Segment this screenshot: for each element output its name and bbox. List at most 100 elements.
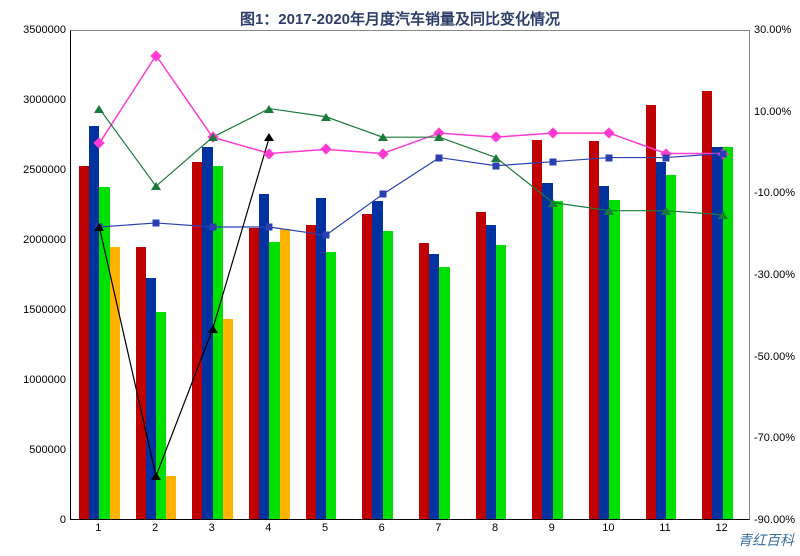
line-marker [663, 154, 670, 161]
y-right-tick-label: -10.00% [754, 187, 795, 199]
line-marker [434, 133, 444, 141]
bar [476, 212, 486, 519]
x-tick-label: 11 [659, 522, 670, 534]
y-right-tick-label: 30.00% [754, 24, 791, 36]
bar [589, 141, 599, 519]
bar [269, 242, 279, 519]
bar [146, 278, 156, 519]
bar [496, 245, 506, 519]
y-right-tick-label: -70.00% [754, 432, 795, 444]
line-marker [604, 127, 615, 138]
bar [316, 198, 326, 519]
y-right-tick-label: -30.00% [754, 269, 795, 281]
line-series [99, 56, 722, 154]
line-marker [209, 224, 216, 231]
line-marker [151, 472, 161, 480]
x-tick-label: 3 [209, 522, 215, 534]
bar [306, 225, 316, 519]
bar [136, 247, 146, 519]
x-tick-label: 4 [265, 522, 271, 534]
bar [249, 228, 259, 519]
y-right-tick-label: -50.00% [754, 351, 795, 363]
bar [110, 247, 120, 519]
line-marker [320, 144, 331, 155]
x-tick-label: 1 [95, 522, 101, 534]
bar [79, 166, 89, 519]
y-left-tick-label: 3000000 [23, 94, 66, 106]
bar [89, 126, 99, 519]
watermark: 青红百科 [738, 530, 794, 550]
y-left-tick-label: 1000000 [23, 374, 66, 386]
line-marker [94, 105, 104, 113]
bar [439, 267, 449, 519]
line-marker [323, 232, 330, 239]
bar [429, 254, 439, 519]
y-left-tick-label: 1500000 [23, 304, 66, 316]
line-marker [606, 154, 613, 161]
bar [419, 243, 429, 519]
bar [666, 175, 676, 519]
y-right-tick-label: 10.00% [754, 106, 791, 118]
line-marker [150, 50, 161, 61]
x-tick-label: 5 [322, 522, 328, 534]
x-tick-label: 10 [602, 522, 614, 534]
line-series [99, 137, 269, 476]
bar [213, 166, 223, 519]
x-tick-label: 8 [492, 522, 498, 534]
bar [326, 252, 336, 519]
bar [656, 162, 666, 519]
line-marker [493, 162, 500, 169]
line-marker [661, 207, 671, 215]
y-right-tick-label: -90.00% [754, 514, 795, 526]
bar [532, 140, 542, 519]
y-left-tick-label: 2500000 [23, 164, 66, 176]
bar [223, 319, 233, 519]
bar [192, 162, 202, 519]
bar [486, 225, 496, 519]
x-tick-label: 9 [549, 522, 555, 534]
bar [609, 200, 619, 519]
line-marker [718, 211, 728, 219]
y-left-tick-label: 3500000 [23, 24, 66, 36]
line-marker [151, 182, 161, 190]
line-marker [94, 223, 104, 231]
bar [99, 187, 109, 519]
bar [280, 229, 290, 519]
line-marker [436, 154, 443, 161]
bar [723, 147, 733, 519]
line-marker [491, 154, 501, 162]
chart-container: 图1：2017-2020年月度汽车销量及同比变化情况 青红百科 0 500000 1… [0, 0, 800, 556]
bar [259, 194, 269, 519]
line-marker [266, 224, 273, 231]
line-marker [490, 131, 501, 142]
line-marker [719, 150, 726, 157]
line-marker [378, 133, 388, 141]
x-tick-label: 7 [435, 522, 441, 534]
bar [156, 312, 166, 519]
bar [553, 201, 563, 519]
line-marker [208, 325, 218, 333]
line-marker [549, 158, 556, 165]
bar [383, 231, 393, 519]
y-left-tick-label: 500000 [29, 444, 66, 456]
chart-title: 图1：2017-2020年月度汽车销量及同比变化情况 [0, 8, 800, 29]
y-left-tick-label: 0 [60, 514, 66, 526]
y-left-tick-label: 2000000 [23, 234, 66, 246]
plot-area [70, 30, 750, 520]
line-marker [377, 148, 388, 159]
line-marker [548, 199, 558, 207]
x-tick-label: 2 [152, 522, 158, 534]
line-marker [264, 105, 274, 113]
bar [372, 201, 382, 519]
line-marker [208, 133, 218, 141]
bar [702, 91, 712, 519]
bar [166, 476, 176, 519]
line-marker [264, 148, 275, 159]
bar [542, 183, 552, 519]
line-marker [379, 191, 386, 198]
bar [646, 105, 656, 519]
line-marker [547, 127, 558, 138]
line-marker [153, 219, 160, 226]
bar [712, 147, 722, 519]
x-tick-label: 12 [716, 522, 728, 534]
